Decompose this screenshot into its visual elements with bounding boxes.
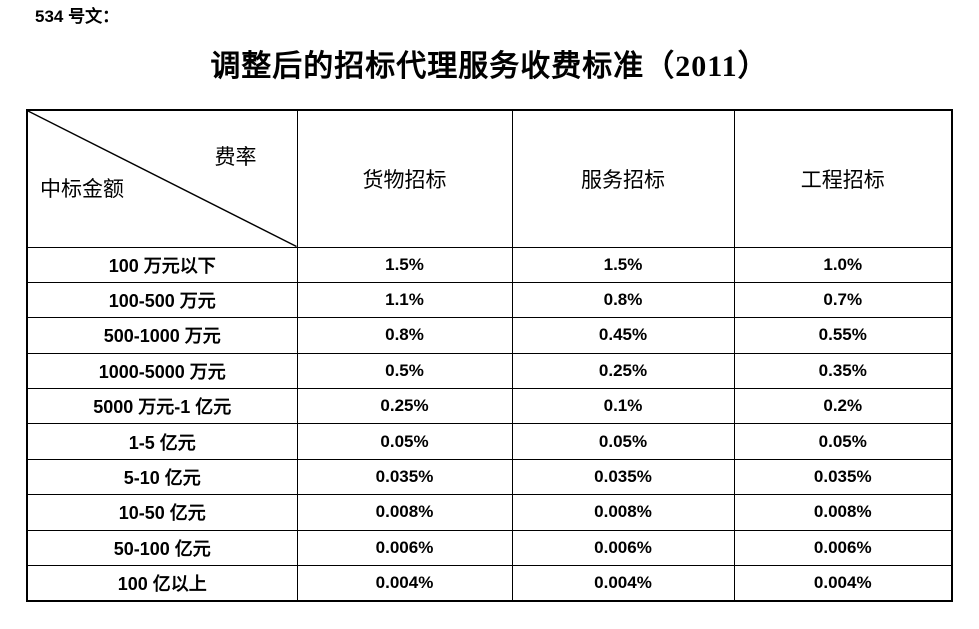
rate-cell: 0.05% — [733, 423, 953, 460]
diagonal-divider-line — [28, 111, 297, 247]
table-row: 100-500 万元 1.1% 0.8% 0.7% — [26, 281, 953, 319]
rate-cell: 0.45% — [511, 317, 735, 354]
rate-cell: 0.035% — [511, 458, 735, 496]
row-label: 100-500 万元 — [26, 281, 298, 319]
row-label: 50-100 亿元 — [26, 529, 298, 567]
row-label: 5000 万元-1 亿元 — [26, 388, 298, 425]
rate-cell: 0.035% — [296, 458, 513, 496]
table-row: 10-50 亿元 0.008% 0.008% 0.008% — [26, 494, 953, 531]
row-label: 5-10 亿元 — [26, 458, 298, 496]
row-label: 100 亿以上 — [26, 565, 298, 602]
rate-cell: 0.05% — [296, 423, 513, 460]
table-row: 5-10 亿元 0.035% 0.035% 0.035% — [26, 458, 953, 496]
corner-header-cell: 费率 中标金额 — [26, 109, 298, 248]
fee-rate-table: 费率 中标金额 货物招标 服务招标 工程招标 100 万元以下 1.5% 1.5… — [26, 109, 953, 602]
table-row: 1000-5000 万元 0.5% 0.25% 0.35% — [26, 352, 953, 390]
page-title: 调整后的招标代理服务收费标准（2011） — [210, 50, 769, 83]
table-row: 50-100 亿元 0.006% 0.006% 0.006% — [26, 529, 953, 567]
rate-cell: 0.8% — [296, 317, 513, 354]
rate-cell: 0.008% — [511, 494, 735, 531]
rate-cell: 1.5% — [511, 246, 735, 283]
rate-cell: 0.008% — [733, 494, 953, 531]
rate-cell: 0.006% — [511, 529, 735, 567]
corner-label-rate: 费率 — [214, 145, 257, 169]
table-row: 1-5 亿元 0.05% 0.05% 0.05% — [26, 423, 953, 460]
table-row: 100 万元以下 1.5% 1.5% 1.0% — [26, 246, 953, 283]
rate-cell: 0.05% — [511, 423, 735, 460]
rate-cell: 0.25% — [296, 388, 513, 425]
table-row: 500-1000 万元 0.8% 0.45% 0.55% — [26, 317, 953, 354]
rate-cell: 0.004% — [296, 565, 513, 602]
doc-number-label: 534 号文： — [35, 7, 120, 26]
column-header-goods: 货物招标 — [296, 109, 513, 248]
rate-cell: 0.2% — [733, 388, 953, 425]
rate-cell: 1.0% — [733, 246, 953, 283]
column-header-engineering: 工程招标 — [733, 109, 953, 248]
row-label: 1-5 亿元 — [26, 423, 298, 460]
rate-cell: 0.004% — [511, 565, 735, 602]
rate-cell: 1.1% — [296, 281, 513, 319]
rate-cell: 0.7% — [733, 281, 953, 319]
row-label: 10-50 亿元 — [26, 494, 298, 531]
row-label: 100 万元以下 — [26, 246, 298, 283]
column-header-services: 服务招标 — [511, 109, 735, 248]
rate-cell: 0.006% — [733, 529, 953, 567]
rate-cell: 0.55% — [733, 317, 953, 354]
rate-cell: 0.004% — [733, 565, 953, 602]
rate-cell: 0.35% — [733, 352, 953, 390]
table-row: 100 亿以上 0.004% 0.004% 0.004% — [26, 565, 953, 602]
table-row: 5000 万元-1 亿元 0.25% 0.1% 0.2% — [26, 388, 953, 425]
rate-cell: 0.8% — [511, 281, 735, 319]
table-header-row: 费率 中标金额 货物招标 服务招标 工程招标 — [26, 109, 953, 248]
rate-cell: 0.008% — [296, 494, 513, 531]
corner-label-amount: 中标金额 — [40, 177, 124, 201]
row-label: 500-1000 万元 — [26, 317, 298, 354]
rate-cell: 0.035% — [733, 458, 953, 496]
rate-cell: 0.006% — [296, 529, 513, 567]
rate-cell: 0.1% — [511, 388, 735, 425]
row-label: 1000-5000 万元 — [26, 352, 298, 390]
rate-cell: 0.5% — [296, 352, 513, 390]
rate-cell: 0.25% — [511, 352, 735, 390]
rate-cell: 1.5% — [296, 246, 513, 283]
